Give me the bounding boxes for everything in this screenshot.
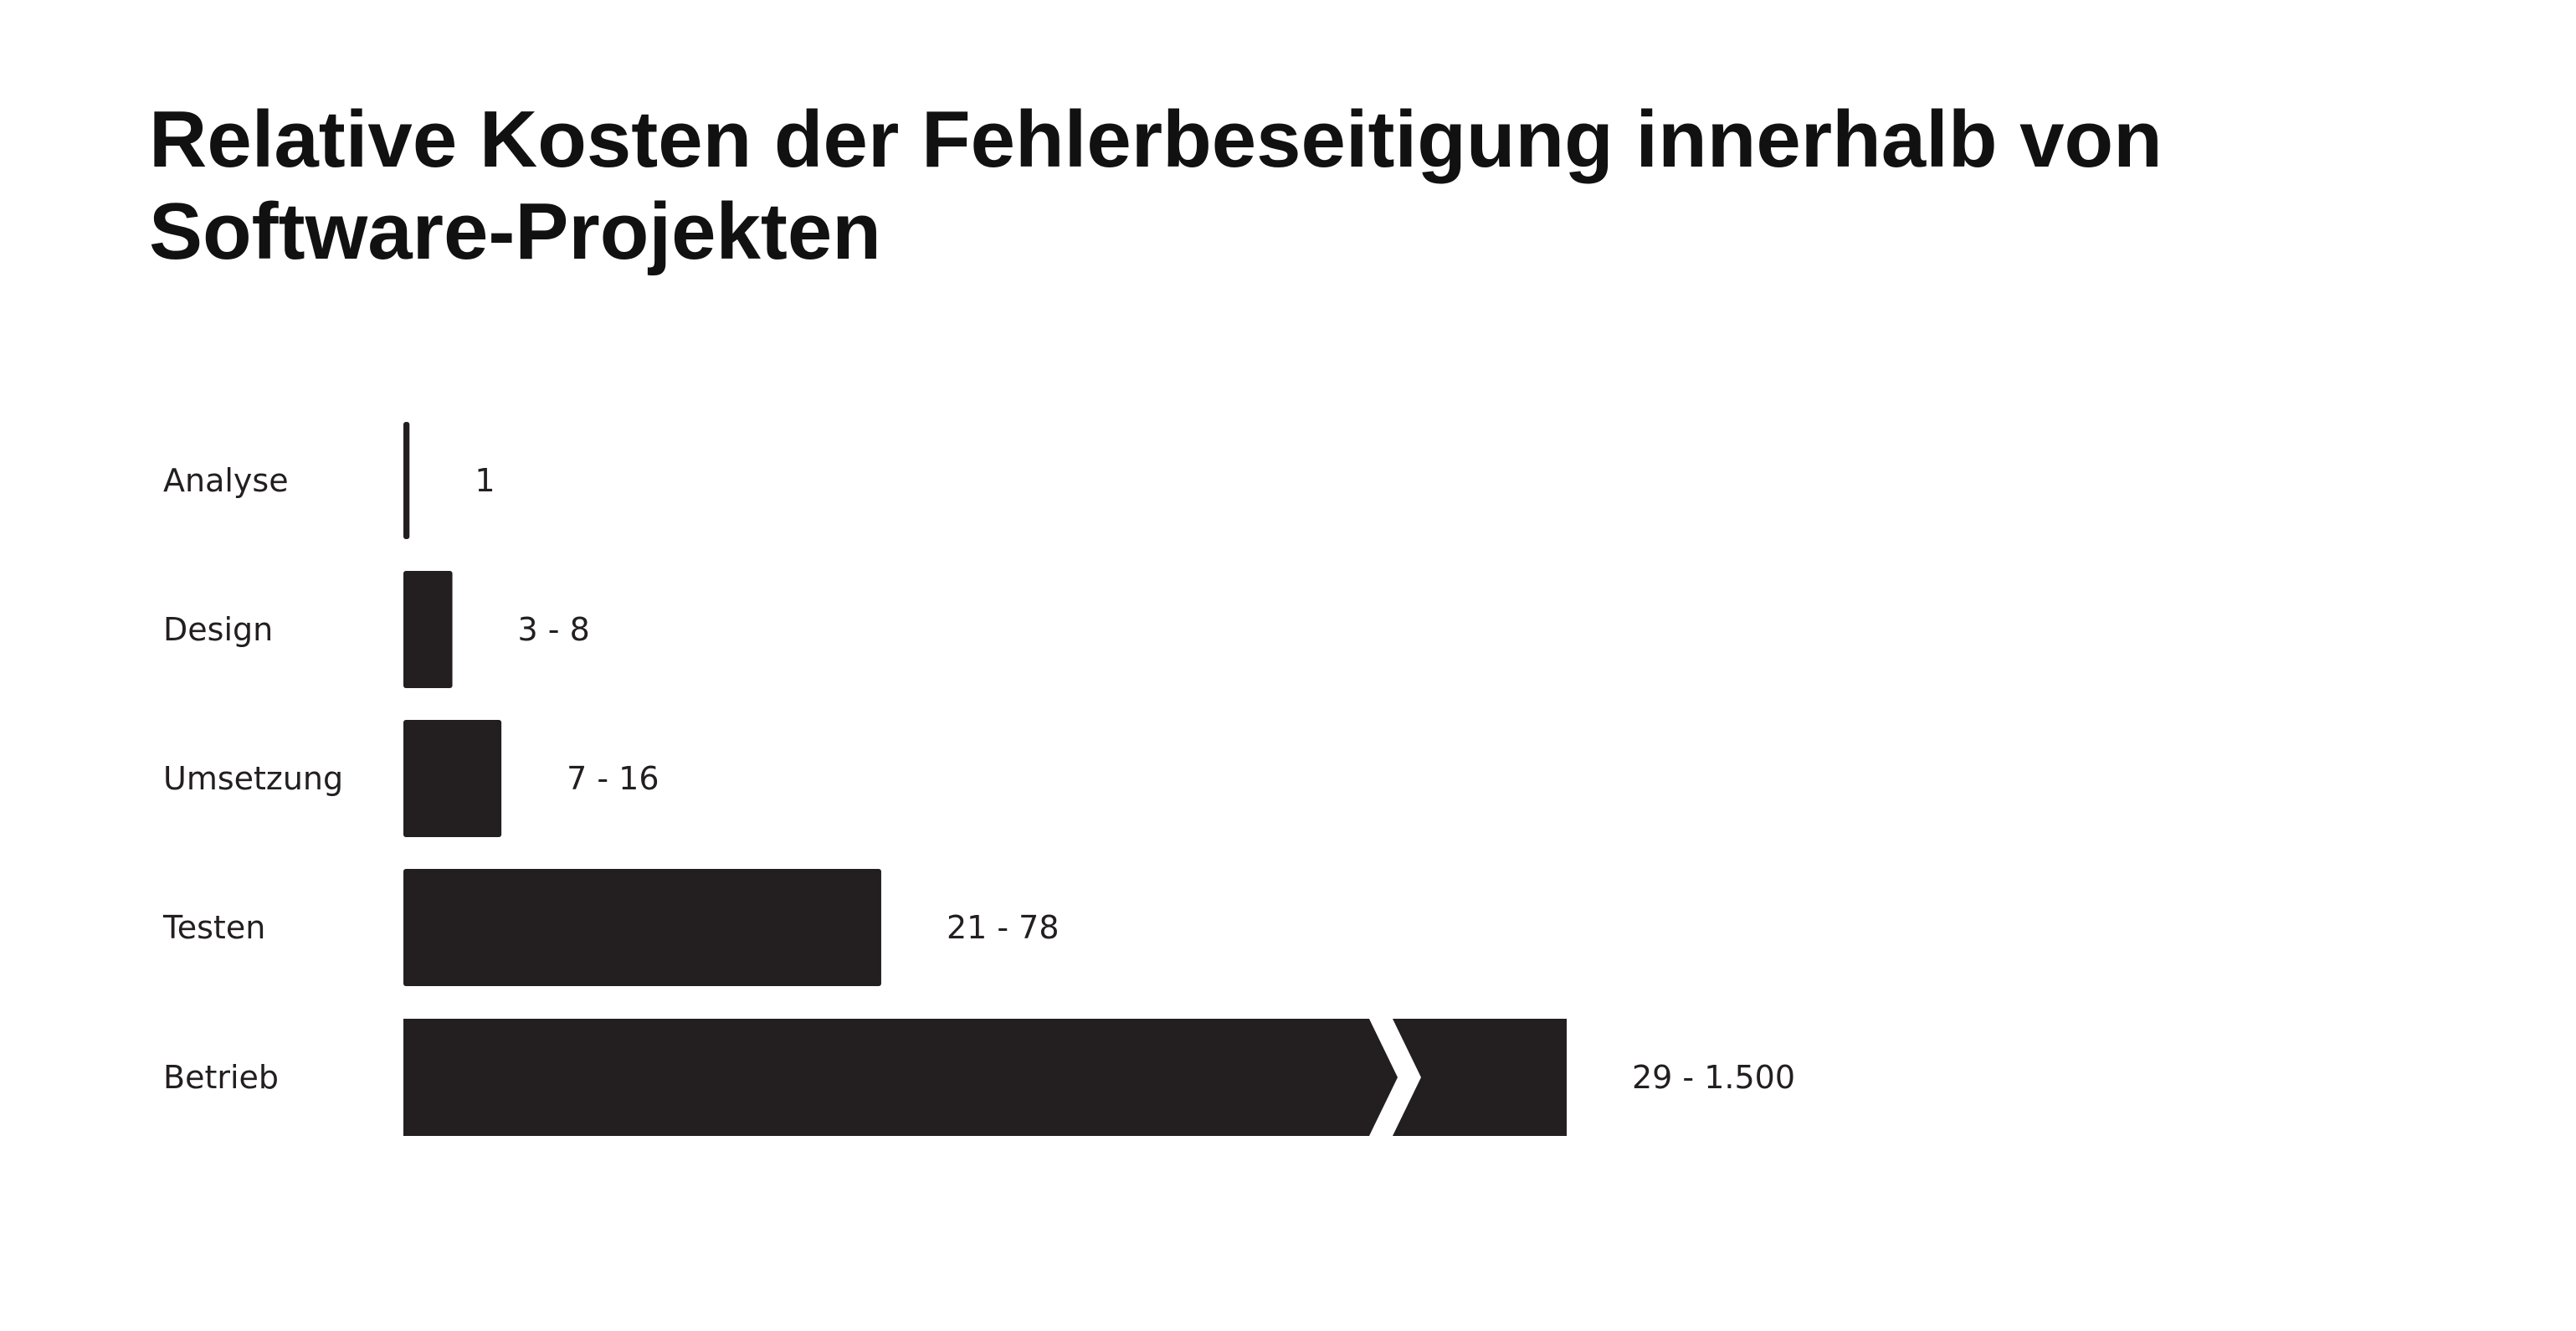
bar-segment-right xyxy=(1393,1019,1567,1136)
bar-umsetzung xyxy=(403,720,502,837)
category-label-design: Design xyxy=(163,611,273,648)
bar-segment-left xyxy=(403,1019,1398,1136)
bar-analyse xyxy=(403,422,410,539)
value-label-design: 3 - 8 xyxy=(518,611,590,648)
value-label-betrieb: 29 - 1.500 xyxy=(1632,1059,1795,1096)
category-label-betrieb: Betrieb xyxy=(163,1059,279,1096)
category-label-analyse: Analyse xyxy=(163,462,289,499)
bar-design xyxy=(403,571,453,688)
value-label-testen: 21 - 78 xyxy=(947,909,1060,946)
value-label-umsetzung: 7 - 16 xyxy=(567,760,659,797)
chart-plot-area: Analyse 1 Design 3 - 8 Umsetzung 7 - 16 Testen… xyxy=(162,422,1795,1136)
category-label-umsetzung: Umsetzung xyxy=(163,760,343,797)
bar-betrieb xyxy=(403,1019,1567,1136)
bar-testen xyxy=(403,869,881,986)
value-label-analyse: 1 xyxy=(475,462,495,499)
page-title: Relative Kosten der Fehlerbeseitigung in… xyxy=(149,95,2163,276)
category-label-testen: Testen xyxy=(162,909,265,946)
